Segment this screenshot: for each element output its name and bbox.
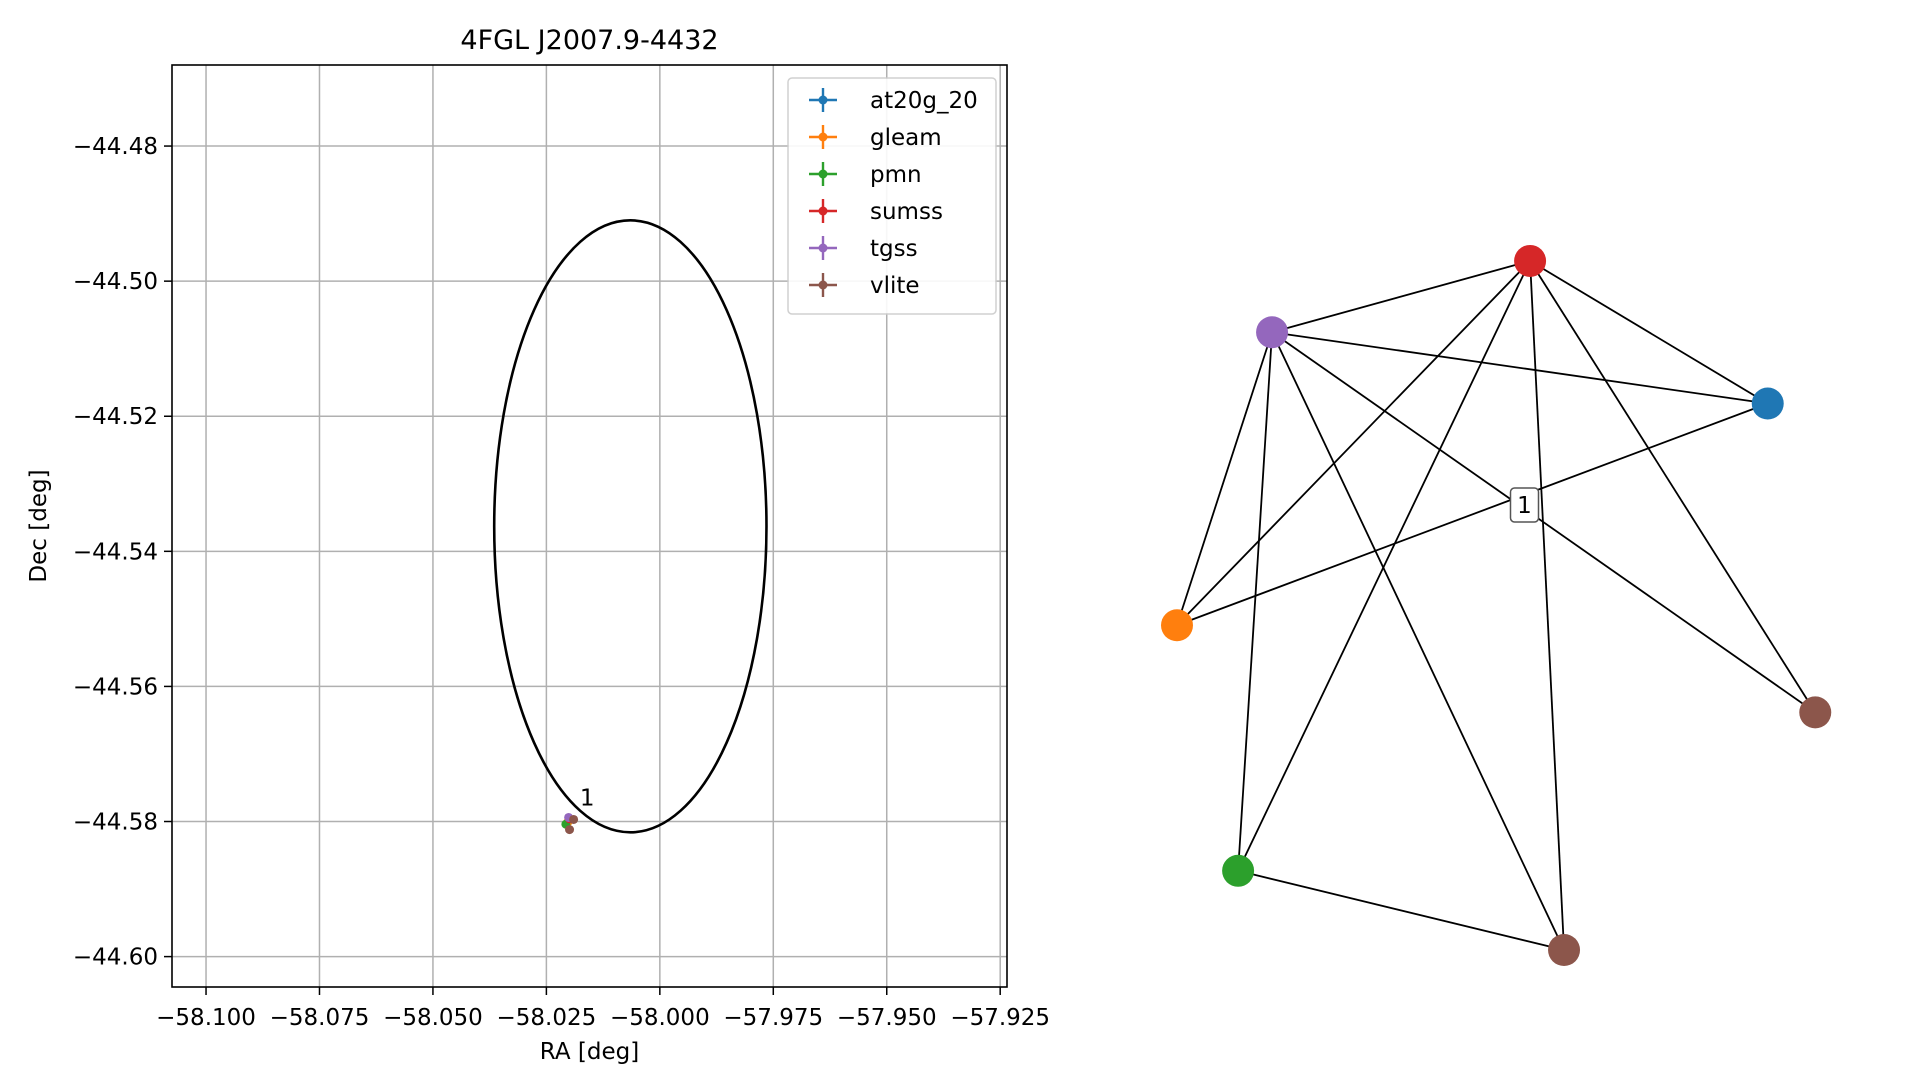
x-tick-label: −57.950 [837,1005,937,1031]
annotations: 1 [580,785,595,811]
edge-gleam-at20g_20 [1176,402,1769,627]
plot-frame [171,64,1008,988]
edge-tgss-pmn [1237,332,1273,871]
y-tick-label: −44.52 [73,404,158,430]
edge-sumss-vlite_a [1529,260,1817,713]
legend-label: at20g_20 [870,88,978,114]
network-nodes [1161,244,1832,966]
edge-sumss-gleam [1176,260,1531,626]
x-tick-label: −58.000 [610,1005,710,1031]
axis-ticks: −58.100 −58.075 −58.050 −58.025 −58.000 −57.9… [73,134,1050,1031]
network-graph: 1 [1161,244,1832,966]
network-label-box [1509,487,1540,523]
y-tick-label: −44.54 [73,539,158,565]
legend-marker-dot [818,206,828,216]
y-tick-label: −44.48 [73,134,158,160]
network-edges [1176,260,1817,951]
y-tick-label: −44.50 [73,269,158,295]
legend-marker-dot [818,132,828,142]
node-at20g_20 [1751,387,1784,420]
legend-label: sumss [870,199,943,225]
uncertainty-ellipse [492,219,768,834]
network-label-text: 1 [1517,493,1532,519]
edge-tgss-at20g_20 [1271,331,1768,405]
edge-tgss-sumss [1271,260,1531,334]
x-axis-label: RA [deg] [540,1039,639,1065]
edge-pmn-vlite_b [1237,869,1565,951]
legend-box [787,77,997,315]
uncertainty-ellipse-shape [492,219,768,834]
y-axis-label: Dec [deg] [26,469,52,582]
x-tick-label: −57.925 [950,1005,1050,1031]
legend-label: vlite [870,273,920,299]
legend-marker-dot [818,169,828,179]
legend-marker-dot [818,95,828,105]
point-vlite [569,814,579,824]
node-vlite_a [1799,696,1832,729]
y-tick-label: −44.60 [73,945,158,971]
x-tick-label: −58.025 [497,1005,597,1031]
legend-marker-dot [818,243,828,253]
edge-tgss-vlite_b [1271,331,1565,951]
edge-sumss-at20g_20 [1529,260,1769,405]
chart-title: 4FGL J2007.9-4432 [460,25,718,56]
node-pmn [1222,854,1255,887]
x-tick-label: −58.050 [383,1005,483,1031]
legend-label: tgss [870,236,918,262]
y-tick-label: −44.56 [73,674,158,700]
node-tgss [1256,316,1289,349]
data-points [561,812,579,835]
point-vlite [565,825,575,835]
edge-tgss-gleam [1176,331,1273,626]
x-tick-label: −58.075 [270,1005,370,1031]
edge-sumss-pmn [1237,260,1531,872]
scatter-plot: 1 −58.100 −58.075 −58.050 −58.025 −58.000 −57… [26,25,1050,1065]
network-label: 1 [1509,487,1540,523]
legend-label: pmn [870,162,922,188]
x-tick-label: −58.100 [156,1005,256,1031]
y-tick-label: −44.58 [73,810,158,836]
node-gleam [1161,609,1193,642]
point-annotation: 1 [580,785,595,811]
node-vlite_b [1548,934,1581,966]
grid [172,65,1007,987]
node-sumss [1514,244,1547,277]
edge-sumss-vlite_b [1529,260,1565,951]
legend-marker-dot [818,280,828,290]
legend-label: gleam [870,125,942,151]
x-tick-label: −57.975 [723,1005,823,1031]
